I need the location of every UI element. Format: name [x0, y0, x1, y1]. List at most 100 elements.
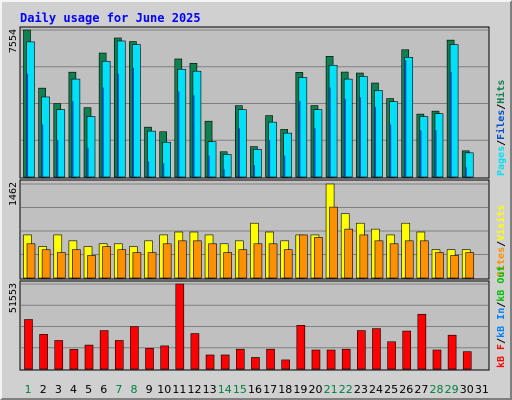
day-label: 25 [384, 383, 398, 396]
bar-pages [283, 132, 292, 178]
bar-sites [132, 252, 142, 279]
bar-files [41, 124, 44, 177]
bar-files [87, 147, 89, 177]
y-max-label: 7554 [8, 29, 19, 53]
bar-kbytes [326, 349, 336, 370]
day-label: 19 [293, 383, 307, 396]
day-label: 30 [460, 383, 474, 396]
bar-files [223, 169, 225, 177]
bar-sites [117, 249, 127, 279]
day-label: 11 [172, 383, 186, 396]
bar-sites [72, 249, 81, 279]
bar-kbytes [296, 325, 306, 370]
panel-visits-sites: 1462 Sites/Visits [8, 179, 507, 280]
day-label: 12 [187, 383, 201, 396]
bar-sites [389, 243, 399, 279]
bar-kbytes [387, 341, 396, 370]
bar-files [450, 71, 452, 177]
bar-files [329, 87, 331, 177]
bar-kbytes [24, 319, 33, 370]
bar-sites [253, 243, 263, 279]
bar-sites [147, 252, 157, 279]
bar-files [26, 73, 29, 177]
bar-sites [162, 243, 172, 279]
bar-sites [26, 243, 36, 279]
legend-entry: / [496, 140, 507, 146]
bar-kbytes [357, 330, 366, 370]
day-label: 21 [324, 383, 338, 396]
bar-kbytes [175, 283, 185, 370]
day-label: 10 [157, 383, 171, 396]
bar-sites [359, 234, 369, 279]
y-max-label: 1462 [8, 182, 19, 206]
bar-sites [208, 243, 217, 279]
bar-pages [147, 130, 156, 178]
bar-kbytes [160, 345, 169, 370]
bar-kbytes [432, 349, 442, 370]
legend-visits-sites: Sites/Visits [495, 205, 507, 277]
day-label: 4 [70, 383, 77, 396]
day-label: 26 [399, 383, 413, 396]
day-label: 7 [115, 383, 122, 396]
bar-files [419, 130, 422, 177]
bar-kbytes [205, 354, 215, 370]
legend-entry: kB F [496, 344, 507, 368]
day-label: 15 [233, 383, 247, 396]
bar-kbytes [236, 348, 245, 370]
bar-kbytes [54, 340, 64, 370]
bar-sites [177, 240, 187, 279]
bar-sites [420, 240, 429, 279]
day-label: 3 [55, 383, 62, 396]
bar-sites [465, 252, 475, 279]
legend-kbytes: kB F/kB In/kB Out [496, 266, 507, 368]
bar-files [56, 140, 59, 177]
bar-sites [374, 240, 384, 279]
bar-sites [435, 252, 444, 279]
bar-kbytes [281, 359, 290, 370]
day-label: 8 [130, 383, 137, 396]
bar-sites [299, 234, 308, 279]
day-label: 31 [475, 383, 489, 396]
legend-entry: kB In [496, 308, 507, 338]
bar-kbytes [69, 349, 79, 370]
bar-kbytes [266, 348, 275, 370]
day-label: 2 [40, 383, 47, 396]
bar-files [162, 163, 165, 177]
bar-pages [253, 149, 262, 178]
bar-files [71, 101, 74, 177]
bar-files [359, 97, 361, 177]
day-label: 24 [369, 383, 383, 396]
day-label: 20 [309, 383, 323, 396]
bar-files [102, 87, 104, 177]
day-label: 27 [414, 383, 428, 396]
bar-kbytes [39, 334, 48, 370]
bar-sites [344, 228, 354, 279]
bar-sites [329, 206, 338, 279]
bar-files [283, 155, 286, 177]
bar-sites [450, 255, 459, 279]
legend-entry: / [496, 302, 507, 308]
bar-kbytes [190, 333, 200, 370]
bar-files [208, 155, 210, 177]
legend-entry: / [496, 241, 507, 247]
bar-files [404, 60, 407, 178]
bar-kbytes [462, 351, 472, 370]
bar-files [298, 101, 301, 177]
bar-files [389, 124, 392, 177]
bar-pages [222, 154, 232, 178]
bar-files [177, 91, 180, 177]
legend-entry: Files [495, 110, 507, 140]
bar-kbytes [372, 328, 381, 370]
bar-sites [268, 243, 278, 279]
bar-files [434, 130, 437, 177]
bar-files [147, 161, 150, 177]
bar-files [192, 95, 195, 177]
bar-sites [87, 255, 96, 279]
legend-entry: kB Out [496, 266, 507, 302]
day-label: 9 [146, 383, 153, 396]
day-label: 5 [85, 383, 92, 396]
bar-files [238, 128, 240, 177]
